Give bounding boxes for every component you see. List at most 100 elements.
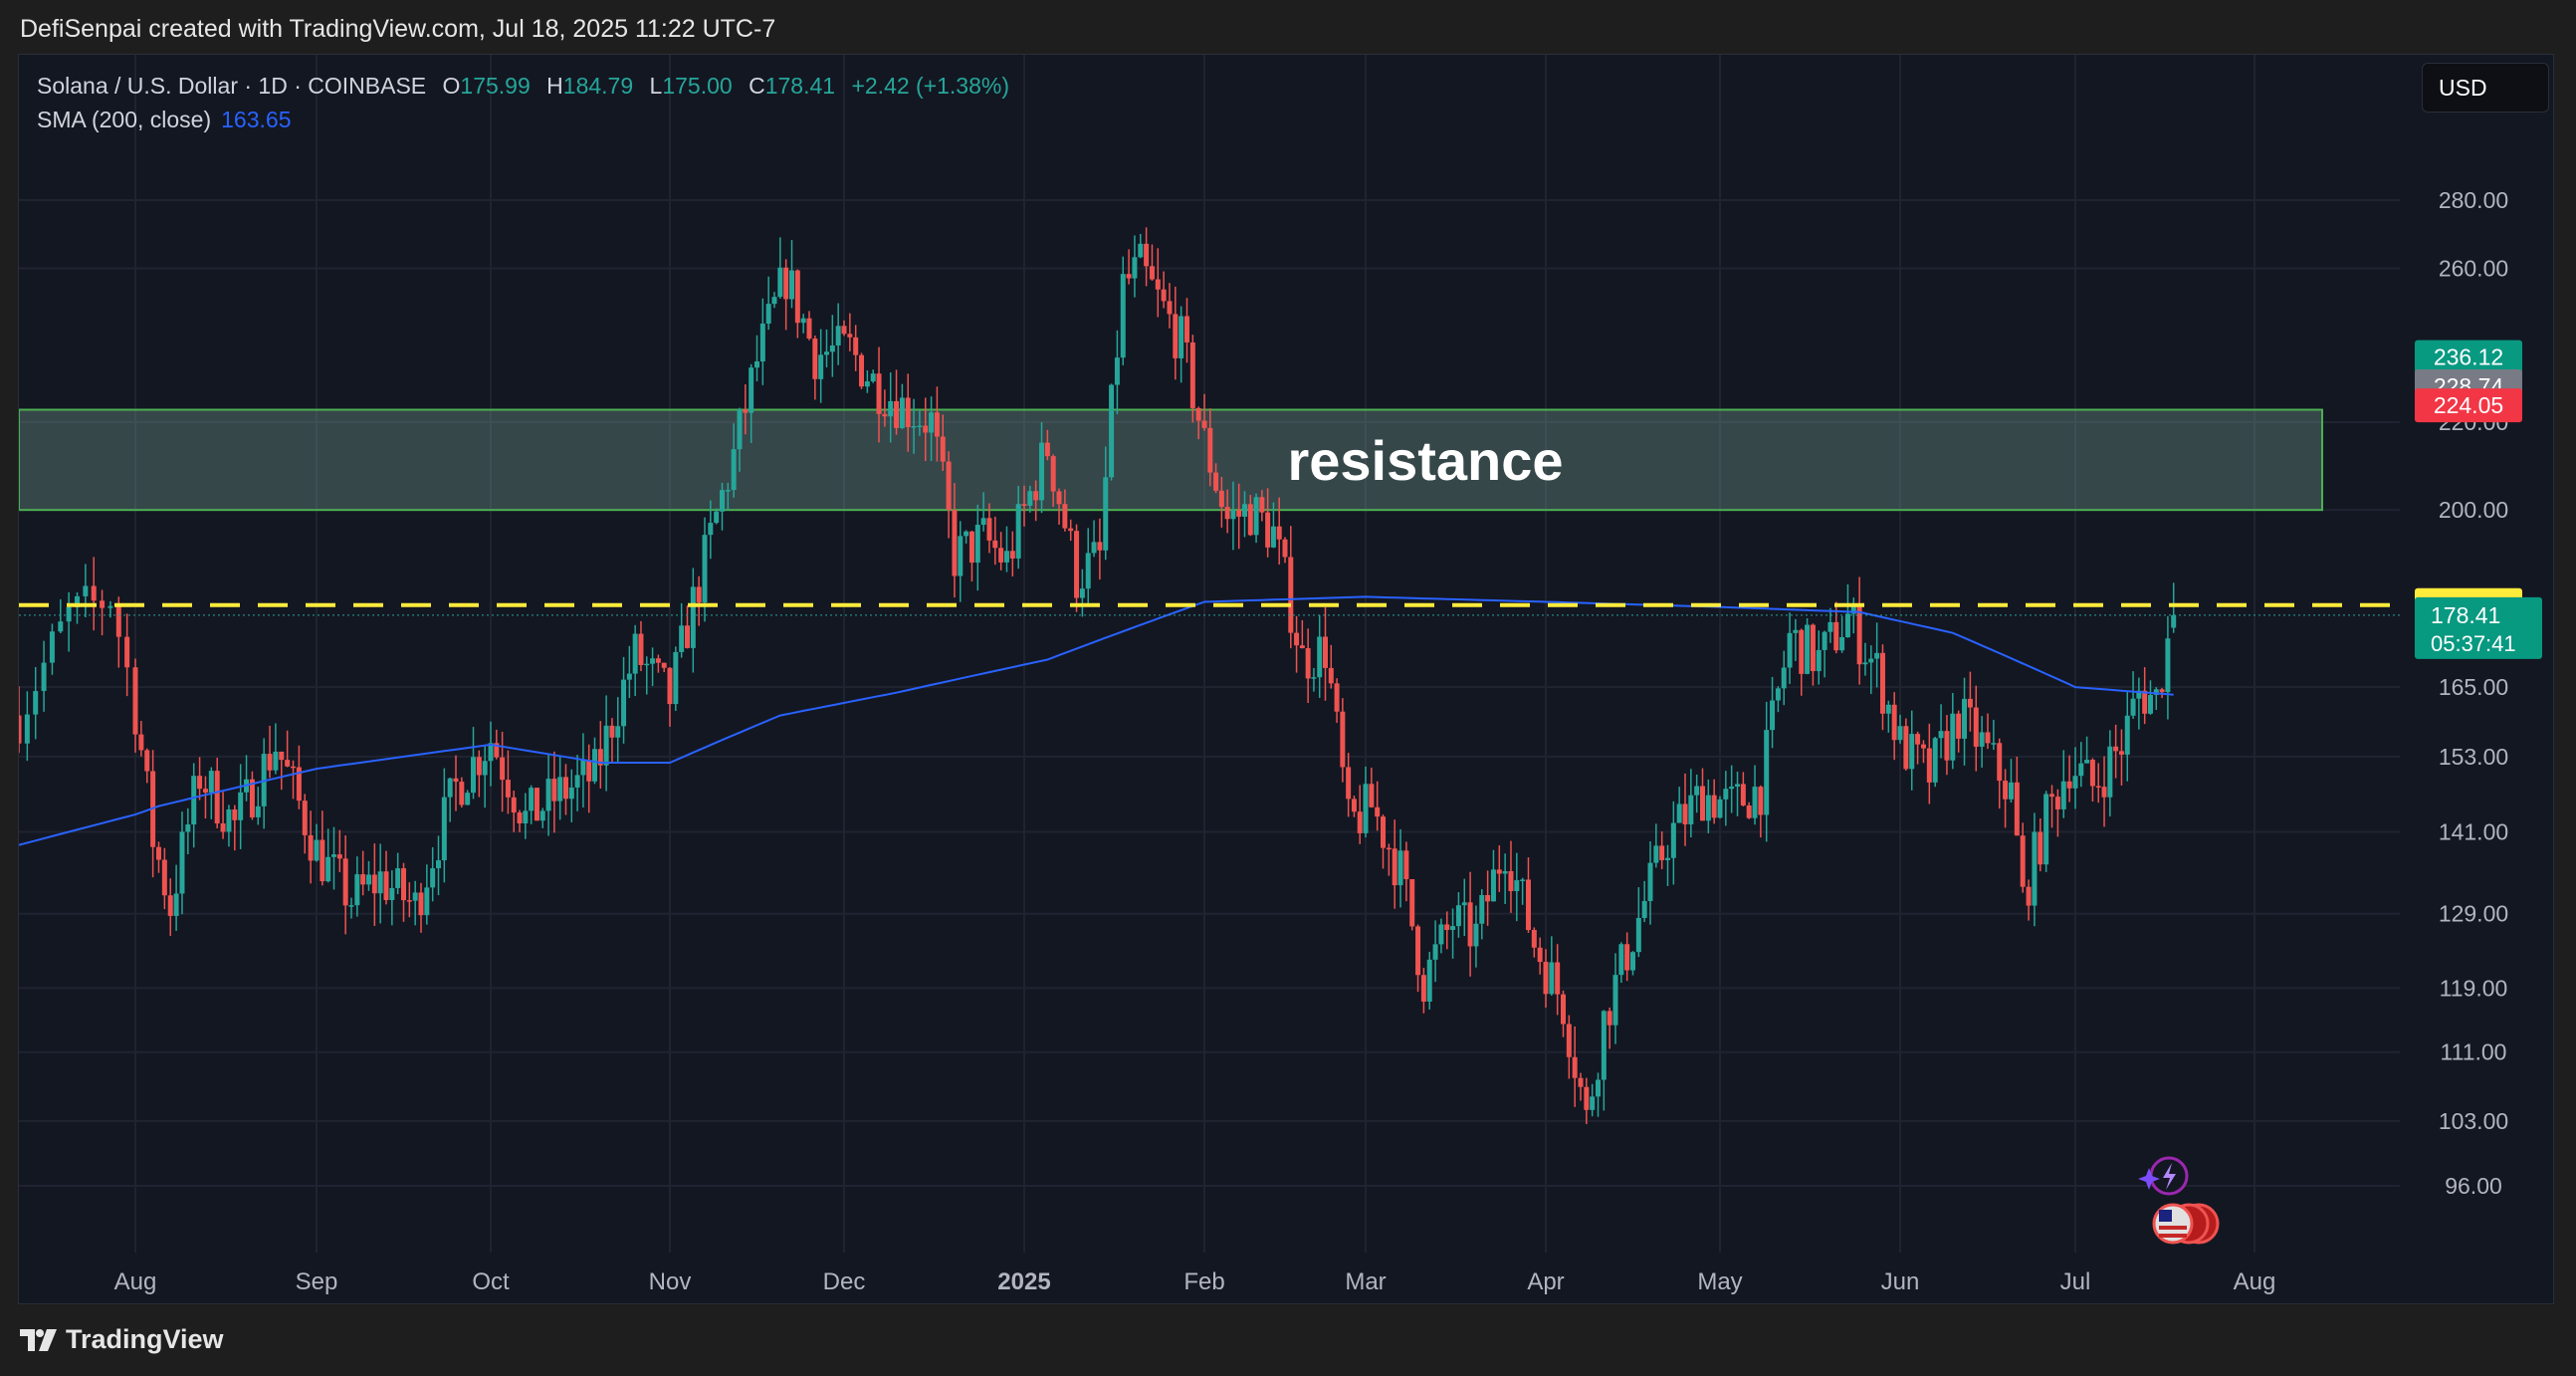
candle-body: [1444, 924, 1450, 930]
candle-body: [661, 662, 667, 668]
candle-body: [167, 895, 173, 916]
candle-body: [412, 892, 418, 901]
price-axis[interactable]: 96.00 103.00 111.00 119.00 129.00 141.00 153.0…: [2439, 187, 2508, 1199]
candle-body: [650, 658, 656, 664]
y-tick-label: 200.00: [2439, 497, 2508, 523]
candle-body: [905, 397, 911, 428]
chart-panel[interactable]: resistance 96.00 103.00 111.00 119.00 129.00…: [18, 54, 2554, 1304]
footer-bar: TradingView: [0, 1304, 2576, 1376]
symbol-title[interactable]: Solana / U.S. Dollar · 1D · COINBASE: [37, 73, 427, 99]
candle-body: [2153, 689, 2159, 696]
candle-body: [1775, 688, 1781, 701]
currency-button[interactable]: USD: [2422, 63, 2549, 113]
candle-body: [185, 824, 191, 832]
candle-body: [1537, 947, 1543, 963]
candle-body: [1909, 734, 1915, 770]
candle-body: [273, 751, 279, 771]
candle-body: [19, 715, 22, 744]
candle-body: [1810, 624, 1816, 672]
candle-body: [1705, 795, 1711, 821]
candle-body: [708, 523, 714, 536]
candle-body: [1891, 704, 1897, 741]
candle-body: [1973, 707, 1979, 747]
candle-body: [1039, 442, 1045, 501]
candle-body: [83, 585, 89, 596]
candle-body: [690, 586, 696, 648]
candle-body: [232, 808, 238, 820]
candle-body: [1926, 748, 1932, 783]
candle-body: [1473, 923, 1479, 947]
candle-body: [1868, 658, 1874, 663]
candle-body: [1120, 274, 1126, 358]
candle-body: [551, 779, 557, 802]
candle-body: [1816, 649, 1822, 672]
candle-body: [314, 839, 320, 861]
candle-body: [2171, 614, 2177, 628]
event-markers[interactable]: [2138, 1156, 2220, 1245]
candle-body: [754, 360, 759, 368]
candle-body: [354, 874, 360, 906]
candle-body: [471, 757, 476, 794]
sma-name: SMA (200, close): [37, 107, 212, 132]
resistance-zone-box[interactable]: [19, 408, 2323, 512]
candle-body: [1879, 652, 1885, 714]
candle-body: [1688, 795, 1694, 824]
candle-body: [441, 797, 447, 861]
candle-body: [267, 754, 273, 771]
candle-body: [1839, 636, 1845, 651]
candle-body: [291, 766, 297, 769]
x-tick-label: Apr: [1527, 1268, 1564, 1295]
candle-body: [673, 651, 679, 705]
candle-body: [33, 691, 39, 715]
x-tick-label: Aug: [114, 1268, 157, 1295]
candle-body: [320, 839, 325, 882]
candle-body: [2124, 715, 2130, 755]
candle-body: [794, 270, 800, 324]
candle-body: [371, 874, 377, 894]
price-chart[interactable]: resistance 96.00 103.00 111.00 119.00 129.00…: [19, 55, 2554, 1304]
time-axis[interactable]: Aug Sep Oct Nov Dec 2025 Feb Mar Apr May Jun Jul Aug: [114, 1268, 2276, 1295]
high-value: 184.79: [562, 73, 634, 99]
candle-body: [255, 805, 261, 817]
candle-body: [2142, 690, 2148, 714]
candle-body: [383, 871, 389, 901]
candle-body: [1189, 342, 1195, 408]
tradingview-logo[interactable]: TradingView: [20, 1324, 224, 1355]
candle-body: [208, 771, 214, 793]
candle-body: [685, 625, 690, 648]
candle-body: [58, 621, 64, 632]
price-label-text: 236.12: [2434, 344, 2503, 370]
legend-sma-row[interactable]: SMA (200, close) 163.65: [37, 103, 1009, 136]
candle-body: [1288, 557, 1294, 633]
legend-ohlc-row: Solana / U.S. Dollar · 1D · COINBASE O17…: [37, 69, 1009, 103]
candle-body: [173, 893, 179, 916]
candle-body: [929, 412, 935, 433]
candle-body: [1085, 553, 1091, 589]
candle-body: [401, 868, 406, 901]
candle-body: [1746, 804, 1752, 818]
resistance-zone[interactable]: resistance: [19, 408, 2323, 512]
candle-body: [1033, 491, 1039, 501]
candle-body: [1461, 902, 1467, 906]
candle-body: [1607, 1011, 1612, 1026]
candle-body: [1138, 243, 1144, 258]
candle-body: [1618, 944, 1624, 976]
resistance-label: resistance: [1287, 429, 1563, 492]
candle-body: [1520, 879, 1526, 881]
y-tick-label: 280.00: [2439, 187, 2508, 213]
candle-body: [1311, 677, 1317, 679]
candle-body: [1259, 497, 1265, 513]
candle-body: [1566, 1024, 1572, 1057]
candle-body: [818, 354, 824, 379]
candle-body: [1561, 994, 1566, 1025]
candle-body: [1770, 700, 1776, 731]
candle-body: [1670, 822, 1676, 858]
candle-body: [1328, 667, 1334, 684]
candle-body: [771, 297, 777, 305]
y-tick-label: 260.00: [2439, 256, 2508, 282]
candle-body: [580, 760, 586, 776]
candle-body: [191, 776, 197, 825]
close-label: C: [749, 73, 765, 99]
candle-body: [806, 318, 812, 340]
open-value: 175.99: [460, 73, 531, 99]
